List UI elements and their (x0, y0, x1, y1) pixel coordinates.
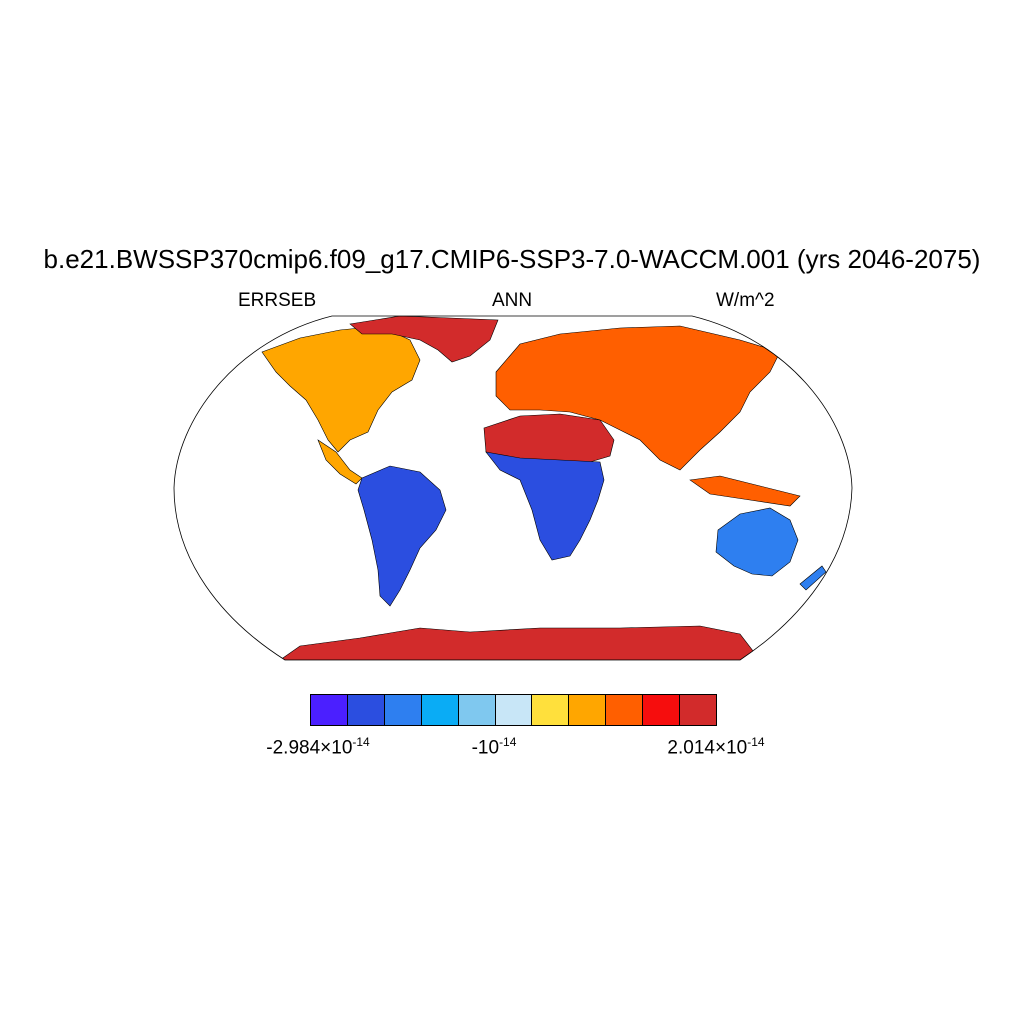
colorbar-min-label: -2.984×10-14 (266, 735, 370, 759)
africa-south (485, 451, 605, 561)
eurasia (495, 325, 781, 471)
new-zealand (799, 565, 827, 591)
colorbar-cell (347, 695, 385, 725)
colorbar (310, 694, 717, 726)
units-label: W/m^2 (716, 290, 775, 311)
colorbar-cell (569, 695, 607, 725)
season-label: ANN (491, 290, 533, 311)
plot-title: b.e21.BWSSP370cmip6.f09_g17.CMIP6-SSP3-7… (43, 244, 981, 274)
colorbar-cell (311, 695, 348, 725)
colorbar-cell (680, 695, 716, 725)
southeast-asia (689, 475, 801, 507)
south-america (357, 465, 447, 607)
colorbar-cell (606, 695, 644, 725)
colorbar-cell (458, 695, 496, 725)
colorbar-max-label: 2.014×10-14 (667, 735, 765, 759)
variable-name: ERRSEB (238, 290, 317, 311)
central-america (317, 439, 363, 485)
australia (715, 507, 799, 577)
colorbar-cell (384, 695, 422, 725)
colorbar-cell (532, 695, 570, 725)
greenland (349, 316, 499, 363)
colorbar-cell (643, 695, 681, 725)
colorbar-mid-label: -10-14 (471, 735, 517, 759)
colorbar-cell (421, 695, 459, 725)
map-border (173, 315, 853, 661)
north-america (261, 325, 421, 453)
colorbar-cell (495, 695, 533, 725)
antarctica (279, 625, 761, 660)
